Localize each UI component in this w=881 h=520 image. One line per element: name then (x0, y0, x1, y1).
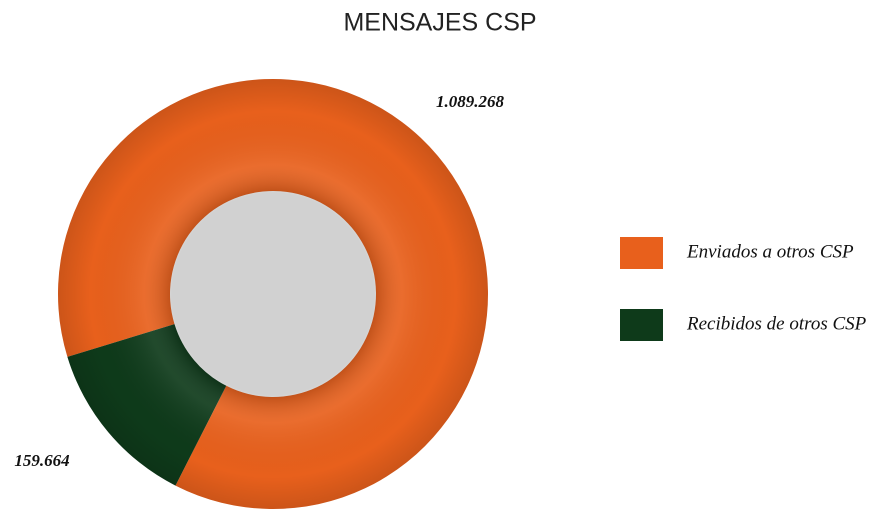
value-label: 159.664 (14, 451, 69, 470)
legend-label: Recibidos de otros CSP (686, 313, 867, 334)
legend-swatch (620, 237, 663, 269)
chart-title: MENSAJES CSP (343, 9, 536, 37)
legend-label: Enviados a otros CSP (686, 241, 854, 262)
value-label: 1.089.268 (436, 92, 505, 111)
legend-swatch (620, 309, 663, 341)
